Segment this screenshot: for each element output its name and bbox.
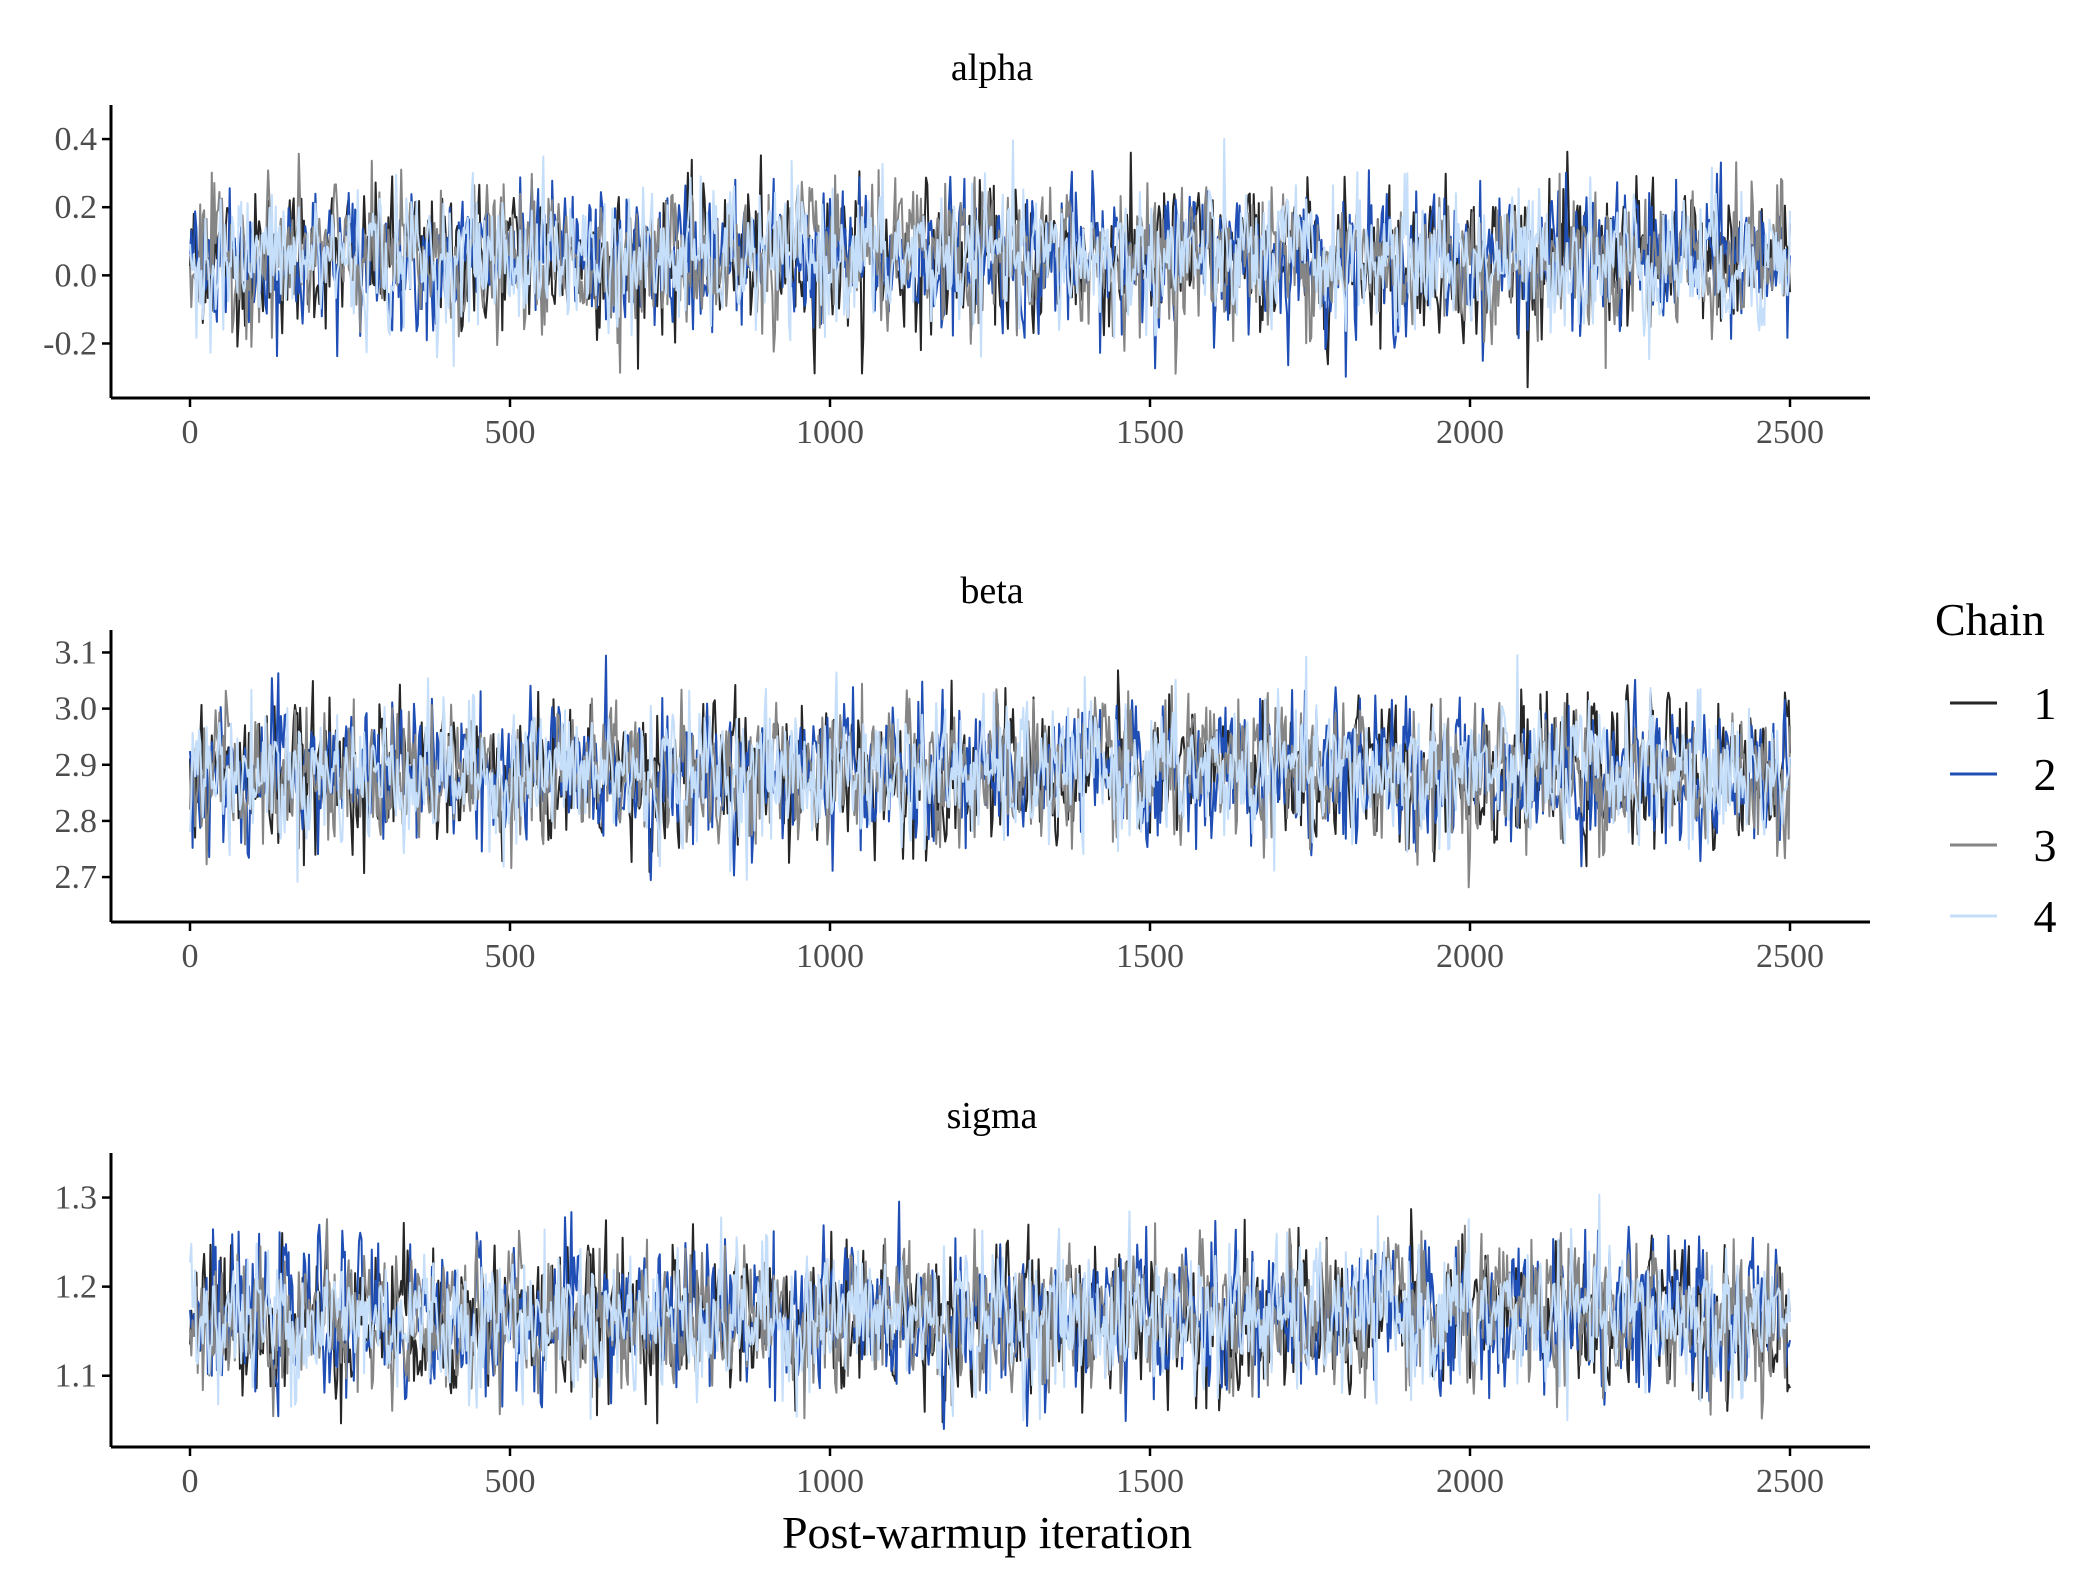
x-tick-label: 2500 [1756,1463,1824,1500]
panel-alpha: alpha -0.2 0.0 0.2 0.4 0 500 1000 1500 2000 2500 [43,47,1870,451]
x-tick-label: 2000 [1436,414,1504,451]
panel-title: beta [960,570,1023,612]
y-tick-label: 1.2 [55,1269,98,1306]
panel-title: alpha [951,47,1033,89]
trace-chain-4 [189,654,1791,883]
panel-sigma: sigma 1.1 1.2 1.3 0 500 1000 1500 2000 2500 [55,1095,1870,1500]
x-tick-label: 1500 [1116,938,1184,975]
x-tick-label: 1000 [796,1463,864,1500]
legend-title: Chain [1935,594,2045,645]
trace-chain-3 [189,1218,1791,1420]
y-tick-label: 2.7 [55,859,98,896]
x-tick-label: 0 [182,414,199,451]
y-tick-label: 3.1 [55,634,98,671]
y-tick-label: 3.0 [55,691,98,728]
y-tick-label: 2.9 [55,747,98,784]
y-tick-label: 1.3 [55,1180,98,1217]
legend-label-4: 4 [2034,891,2057,942]
y-tick-label: 1.1 [55,1358,98,1395]
y-tick-label: -0.2 [43,325,97,362]
trace-chain-4 [189,1193,1791,1422]
x-tick-label: 0 [182,938,199,975]
legend: Chain 1 2 3 4 [1935,594,2057,942]
panel-title: sigma [947,1095,1038,1137]
x-tick-label: 1000 [796,938,864,975]
legend-label-1: 1 [2034,678,2057,729]
x-tick-label: 2500 [1756,414,1824,451]
x-tick-label: 500 [485,1463,536,1500]
y-tick-label: 0.0 [55,257,98,294]
x-axis-title: Post-warmup iteration [782,1507,1192,1558]
x-tick-label: 2000 [1436,1463,1504,1500]
x-tick-label: 2000 [1436,938,1504,975]
x-tick-label: 1000 [796,414,864,451]
x-tick-label: 2500 [1756,938,1824,975]
x-tick-label: 500 [485,938,536,975]
legend-label-3: 3 [2034,820,2057,871]
y-tick-label: 2.8 [55,803,98,840]
panel-beta: beta 2.7 2.8 2.9 3.0 3.1 0 500 1000 1500 2000 2500 [55,570,1870,975]
x-tick-label: 500 [485,414,536,451]
y-tick-label: 0.4 [55,121,98,158]
x-tick-label: 1500 [1116,414,1184,451]
trace-chain-4 [189,137,1791,368]
x-tick-label: 0 [182,1463,199,1500]
legend-label-2: 2 [2034,749,2057,800]
x-tick-label: 1500 [1116,1463,1184,1500]
y-tick-label: 0.2 [55,189,98,226]
